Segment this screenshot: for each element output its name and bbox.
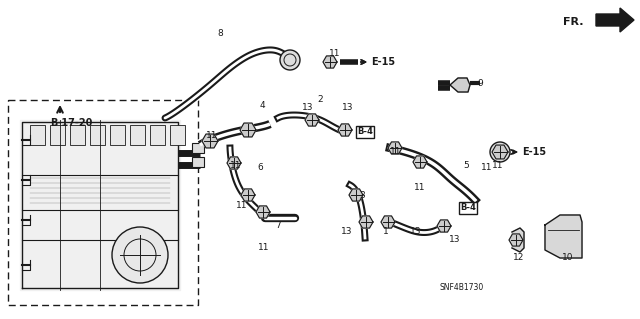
Bar (90, 125, 105, 145)
Polygon shape (240, 123, 256, 137)
Text: 11: 11 (414, 183, 426, 192)
Polygon shape (545, 215, 582, 258)
Text: B-4: B-4 (460, 204, 476, 212)
Text: E-15: E-15 (522, 147, 546, 157)
Text: B-4: B-4 (357, 128, 373, 137)
Polygon shape (512, 228, 524, 252)
Polygon shape (509, 234, 523, 246)
Text: 8: 8 (217, 28, 223, 38)
Polygon shape (437, 220, 451, 232)
Text: 13: 13 (342, 103, 354, 113)
Polygon shape (359, 216, 373, 228)
Bar (170, 125, 185, 145)
Polygon shape (202, 134, 218, 148)
Text: SNF4B1730: SNF4B1730 (440, 284, 484, 293)
Polygon shape (256, 206, 270, 218)
Text: 9: 9 (477, 79, 483, 88)
Text: E-15: E-15 (371, 57, 395, 67)
Text: 13: 13 (302, 103, 314, 113)
Text: 11: 11 (259, 243, 269, 253)
Bar (192, 157, 204, 167)
Text: 11: 11 (236, 201, 248, 210)
Bar (30, 125, 45, 145)
Text: 4: 4 (259, 101, 265, 110)
Text: 7: 7 (275, 221, 281, 231)
Text: 13: 13 (341, 227, 353, 236)
Circle shape (490, 142, 510, 162)
Text: 11: 11 (481, 164, 493, 173)
Bar (150, 125, 165, 145)
Text: B-17-20: B-17-20 (50, 118, 92, 128)
Polygon shape (323, 56, 337, 68)
Text: 12: 12 (513, 254, 525, 263)
Polygon shape (20, 120, 180, 290)
Bar (130, 125, 145, 145)
Polygon shape (413, 156, 427, 168)
Polygon shape (450, 78, 470, 92)
Bar (110, 125, 125, 145)
Text: 5: 5 (463, 160, 469, 169)
Text: FR.: FR. (563, 17, 583, 27)
Text: 6: 6 (257, 164, 263, 173)
Polygon shape (241, 189, 255, 201)
Polygon shape (492, 145, 508, 159)
Text: 11: 11 (206, 130, 218, 139)
Polygon shape (388, 142, 402, 154)
Bar (70, 125, 85, 145)
Text: 10: 10 (563, 254, 573, 263)
Text: 11: 11 (492, 160, 504, 169)
Circle shape (112, 227, 168, 283)
Bar (192, 143, 204, 153)
Polygon shape (381, 216, 395, 228)
Polygon shape (349, 189, 363, 201)
Text: 11: 11 (230, 160, 242, 169)
Text: 13: 13 (449, 235, 461, 244)
Polygon shape (596, 8, 634, 32)
Text: 2: 2 (317, 95, 323, 105)
Polygon shape (338, 124, 352, 136)
Bar (50, 125, 65, 145)
Text: 11: 11 (390, 147, 402, 157)
Text: 1: 1 (383, 227, 389, 236)
Bar (8, 100, 198, 305)
Polygon shape (227, 157, 241, 169)
Circle shape (280, 50, 300, 70)
Text: 3: 3 (359, 191, 365, 201)
Text: 11: 11 (329, 49, 340, 58)
Polygon shape (305, 114, 319, 126)
Text: 13: 13 (410, 227, 422, 236)
